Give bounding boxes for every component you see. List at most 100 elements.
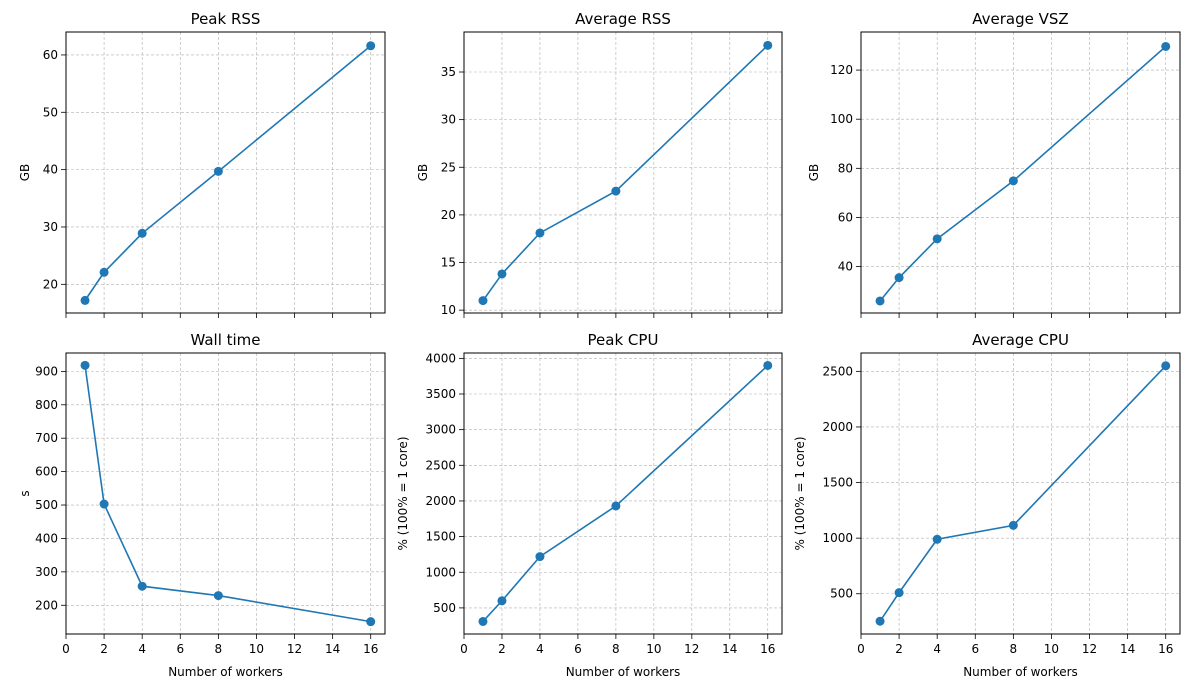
data-point <box>875 616 885 626</box>
data-point <box>80 360 90 370</box>
data-point <box>535 228 545 238</box>
data-point <box>366 617 376 627</box>
x-tick-label: 16 <box>760 642 775 656</box>
x-tick-label: 10 <box>646 642 661 656</box>
y-tick-label: 800 <box>35 398 58 412</box>
y-tick-label: 2500 <box>425 458 456 472</box>
data-point <box>875 296 885 306</box>
x-tick-label: 0 <box>857 642 865 656</box>
data-point <box>497 269 507 279</box>
y-tick-label: 50 <box>43 105 58 119</box>
x-tick-label: 4 <box>933 642 941 656</box>
x-tick-label: 6 <box>176 642 184 656</box>
x-tick-label: 6 <box>971 642 979 656</box>
y-tick-label: 1500 <box>425 530 456 544</box>
y-tick-label: 500 <box>35 498 58 512</box>
x-tick-label: 0 <box>62 642 70 656</box>
y-tick-label: 1000 <box>425 565 456 579</box>
chart-title: Wall time <box>190 331 260 349</box>
y-tick-label: 25 <box>441 160 456 174</box>
y-tick-label: 1000 <box>822 531 853 545</box>
series-line <box>84 365 371 623</box>
chart-title: Average RSS <box>575 10 671 28</box>
chart-panel-2: 10 15 20 25 30 35 Average RSS GB <box>416 10 783 318</box>
x-tick-label: 10 <box>249 642 264 656</box>
y-tick-label: 2500 <box>822 364 853 378</box>
chart-panel-3: 40 60 80 100 120 Average VSZ GB <box>807 10 1181 318</box>
x-tick-label: 14 <box>325 642 340 656</box>
data-point <box>611 501 621 511</box>
y-tick-label: 1500 <box>822 476 853 490</box>
data-point <box>1008 520 1018 530</box>
y-tick-label: 3000 <box>425 423 456 437</box>
y-axis-label: % (100% = 1 core) <box>793 436 807 550</box>
x-axis-label: Number of workers <box>168 665 283 679</box>
data-point <box>478 296 488 306</box>
data-point <box>213 166 223 176</box>
y-tick-label: 500 <box>433 601 456 615</box>
y-tick-label: 400 <box>35 531 58 545</box>
data-point <box>611 186 621 196</box>
x-tick-label: 2 <box>498 642 506 656</box>
y-tick-label: 30 <box>441 113 456 127</box>
data-point <box>137 581 147 591</box>
y-tick-label: 900 <box>35 364 58 378</box>
x-tick-label: 16 <box>1158 642 1173 656</box>
data-point <box>99 267 109 277</box>
y-tick-label: 40 <box>838 260 853 274</box>
series-line <box>879 45 1167 302</box>
data-point <box>1161 361 1171 371</box>
y-axis-label: % (100% = 1 core) <box>396 436 410 550</box>
y-tick-label: 100 <box>830 112 853 126</box>
data-point <box>1161 41 1171 51</box>
data-point <box>763 40 773 50</box>
chart-title: Average VSZ <box>972 10 1068 28</box>
axes-frame <box>65 31 386 314</box>
chart-title: Average CPU <box>972 331 1069 349</box>
data-point <box>763 360 773 370</box>
chart-panel-4: 0 2 4 6 8 10 12 14 16 200 300 400 500 600 700 800 900 Wal… <box>18 331 386 679</box>
axes-frame <box>65 352 386 635</box>
y-tick-label: 35 <box>441 65 456 79</box>
y-axis-label: s <box>18 490 32 496</box>
x-tick-label: 10 <box>1044 642 1059 656</box>
y-tick-label: 30 <box>43 220 58 234</box>
chart-title: Peak CPU <box>588 331 659 349</box>
y-tick-label: 20 <box>43 277 58 291</box>
y-tick-label: 20 <box>441 208 456 222</box>
x-tick-label: 16 <box>363 642 378 656</box>
series-line <box>879 365 1167 622</box>
y-tick-label: 2000 <box>425 494 456 508</box>
data-point <box>213 591 223 601</box>
y-tick-label: 120 <box>830 63 853 77</box>
data-point <box>894 273 904 283</box>
data-point <box>535 552 545 562</box>
y-tick-label: 600 <box>35 465 58 479</box>
y-tick-label: 10 <box>441 303 456 317</box>
x-tick-label: 4 <box>536 642 544 656</box>
x-tick-label: 2 <box>895 642 903 656</box>
data-point <box>366 41 376 51</box>
y-tick-label: 60 <box>43 48 58 62</box>
chart-title: Peak RSS <box>191 10 261 28</box>
data-point <box>478 616 488 626</box>
axes-frame <box>860 31 1181 314</box>
series-line <box>482 364 769 622</box>
axes-frame <box>860 352 1181 635</box>
y-tick-label: 300 <box>35 565 58 579</box>
chart-panel-1: 20 30 40 50 60 Peak RSS GB <box>18 10 386 318</box>
y-tick-label: 60 <box>838 210 853 224</box>
y-axis-label: GB <box>18 164 32 182</box>
x-tick-label: 14 <box>722 642 737 656</box>
y-tick-label: 15 <box>441 256 456 270</box>
x-tick-label: 0 <box>460 642 468 656</box>
data-point <box>932 234 942 244</box>
axes-frame <box>463 352 783 635</box>
x-tick-label: 8 <box>612 642 620 656</box>
y-tick-label: 700 <box>35 431 58 445</box>
data-point <box>1008 176 1018 186</box>
data-point <box>497 596 507 606</box>
y-axis-label: GB <box>807 164 821 182</box>
data-point <box>137 228 147 238</box>
